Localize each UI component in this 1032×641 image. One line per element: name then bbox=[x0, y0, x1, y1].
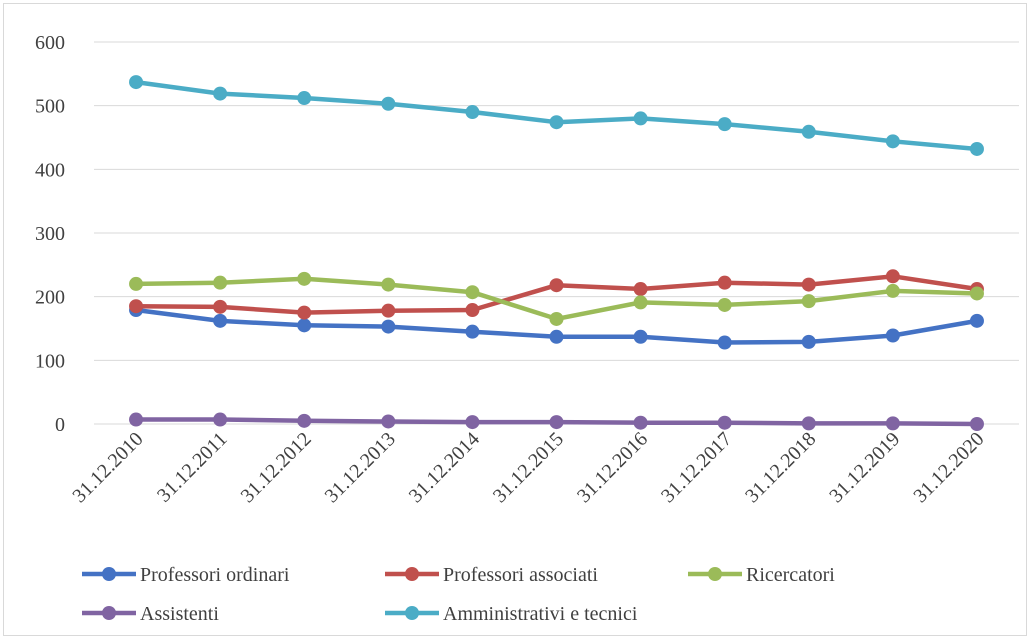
x-tick-label: 31.12.2010 bbox=[68, 428, 147, 507]
data-point bbox=[633, 295, 648, 310]
data-point bbox=[297, 413, 312, 428]
legend-item: Amministrativi e tecnici bbox=[385, 603, 638, 625]
y-tick-label: 200 bbox=[35, 287, 65, 309]
data-point bbox=[969, 417, 984, 431]
data-point bbox=[297, 318, 312, 333]
legend-swatch-marker bbox=[708, 567, 722, 581]
data-point bbox=[129, 299, 144, 314]
data-point bbox=[885, 134, 900, 149]
data-point bbox=[633, 415, 648, 430]
data-point bbox=[633, 282, 648, 297]
x-tick-label: 31.12.2019 bbox=[825, 428, 904, 507]
data-point bbox=[381, 319, 396, 334]
data-point bbox=[129, 412, 144, 427]
data-point bbox=[633, 111, 648, 126]
data-point bbox=[633, 329, 648, 344]
legend-swatch-marker bbox=[102, 606, 116, 620]
data-point bbox=[549, 278, 564, 293]
x-tick-label: 31.12.2016 bbox=[573, 428, 652, 507]
data-point bbox=[801, 416, 816, 431]
data-point bbox=[381, 277, 396, 292]
data-point bbox=[885, 283, 900, 298]
legend: Professori ordinari Professori associati R… bbox=[82, 564, 835, 625]
data-point bbox=[213, 275, 228, 290]
y-tick-label: 300 bbox=[35, 223, 65, 245]
legend-item: Ricercatori bbox=[688, 564, 835, 586]
y-tick-label: 100 bbox=[35, 350, 65, 372]
x-tick-label: 31.12.2012 bbox=[237, 428, 316, 507]
data-point bbox=[885, 416, 900, 431]
series-assistenti bbox=[129, 412, 984, 431]
data-point bbox=[801, 124, 816, 139]
data-point bbox=[549, 115, 564, 130]
legend-label: Professori associati bbox=[443, 564, 598, 586]
data-point bbox=[213, 313, 228, 328]
data-point bbox=[549, 329, 564, 344]
legend-item: Assistenti bbox=[82, 603, 219, 625]
x-tick-label: 31.12.2020 bbox=[909, 428, 988, 507]
x-tick-label: 31.12.2013 bbox=[321, 428, 400, 507]
y-axis-ticks: 0 100 200 300 400 500 600 bbox=[35, 32, 65, 436]
data-point bbox=[969, 286, 984, 301]
gridlines bbox=[94, 41, 1019, 361]
data-point bbox=[465, 324, 480, 339]
x-tick-label: 31.12.2017 bbox=[657, 428, 736, 507]
data-point bbox=[717, 415, 732, 430]
x-axis-ticks: 31.12.2010 31.12.2011 31.12.2012 31.12.2013… bbox=[68, 428, 988, 507]
data-point bbox=[297, 305, 312, 320]
data-point bbox=[549, 311, 564, 326]
y-tick-label: 600 bbox=[35, 32, 65, 54]
data-point bbox=[717, 275, 732, 290]
data-point bbox=[129, 276, 144, 291]
legend-label: Amministrativi e tecnici bbox=[443, 603, 638, 625]
x-tick-label: 31.12.2018 bbox=[741, 428, 820, 507]
series-ricercatori bbox=[129, 271, 984, 326]
data-point bbox=[465, 105, 480, 120]
chart-frame bbox=[3, 3, 1027, 636]
data-point bbox=[801, 294, 816, 309]
series-professori-associati bbox=[129, 269, 984, 320]
data-point bbox=[969, 141, 984, 156]
data-point bbox=[549, 415, 564, 430]
data-point bbox=[465, 303, 480, 318]
data-point bbox=[885, 269, 900, 284]
data-point bbox=[885, 328, 900, 343]
data-point bbox=[969, 313, 984, 328]
data-point bbox=[213, 299, 228, 314]
data-point bbox=[801, 277, 816, 292]
legend-label: Ricercatori bbox=[746, 564, 835, 586]
data-point bbox=[129, 75, 144, 90]
data-point bbox=[717, 117, 732, 132]
data-point bbox=[297, 91, 312, 106]
data-point bbox=[213, 412, 228, 427]
data-point bbox=[465, 415, 480, 430]
x-tick-label: 31.12.2014 bbox=[405, 428, 484, 507]
series-lines bbox=[129, 75, 984, 431]
y-tick-label: 0 bbox=[55, 414, 65, 436]
x-tick-label: 31.12.2015 bbox=[489, 428, 568, 507]
data-point bbox=[801, 334, 816, 349]
series-amministrativi-e-tecnici bbox=[129, 75, 984, 156]
data-point bbox=[381, 303, 396, 318]
legend-label: Assistenti bbox=[140, 603, 219, 625]
legend-swatch-marker bbox=[405, 567, 419, 581]
data-point bbox=[381, 96, 396, 111]
x-tick-label: 31.12.2011 bbox=[153, 428, 232, 507]
legend-item: Professori ordinari bbox=[82, 564, 290, 586]
data-point bbox=[381, 414, 396, 429]
legend-swatch-marker bbox=[405, 606, 419, 620]
data-point bbox=[465, 285, 480, 300]
legend-label: Professori ordinari bbox=[140, 564, 290, 586]
y-tick-label: 400 bbox=[35, 159, 65, 181]
legend-swatch-marker bbox=[102, 567, 116, 581]
y-tick-label: 500 bbox=[35, 96, 65, 118]
data-point bbox=[717, 297, 732, 312]
data-point bbox=[297, 271, 312, 286]
legend-item: Professori associati bbox=[385, 564, 598, 586]
data-point bbox=[717, 335, 732, 350]
data-point bbox=[213, 86, 228, 101]
